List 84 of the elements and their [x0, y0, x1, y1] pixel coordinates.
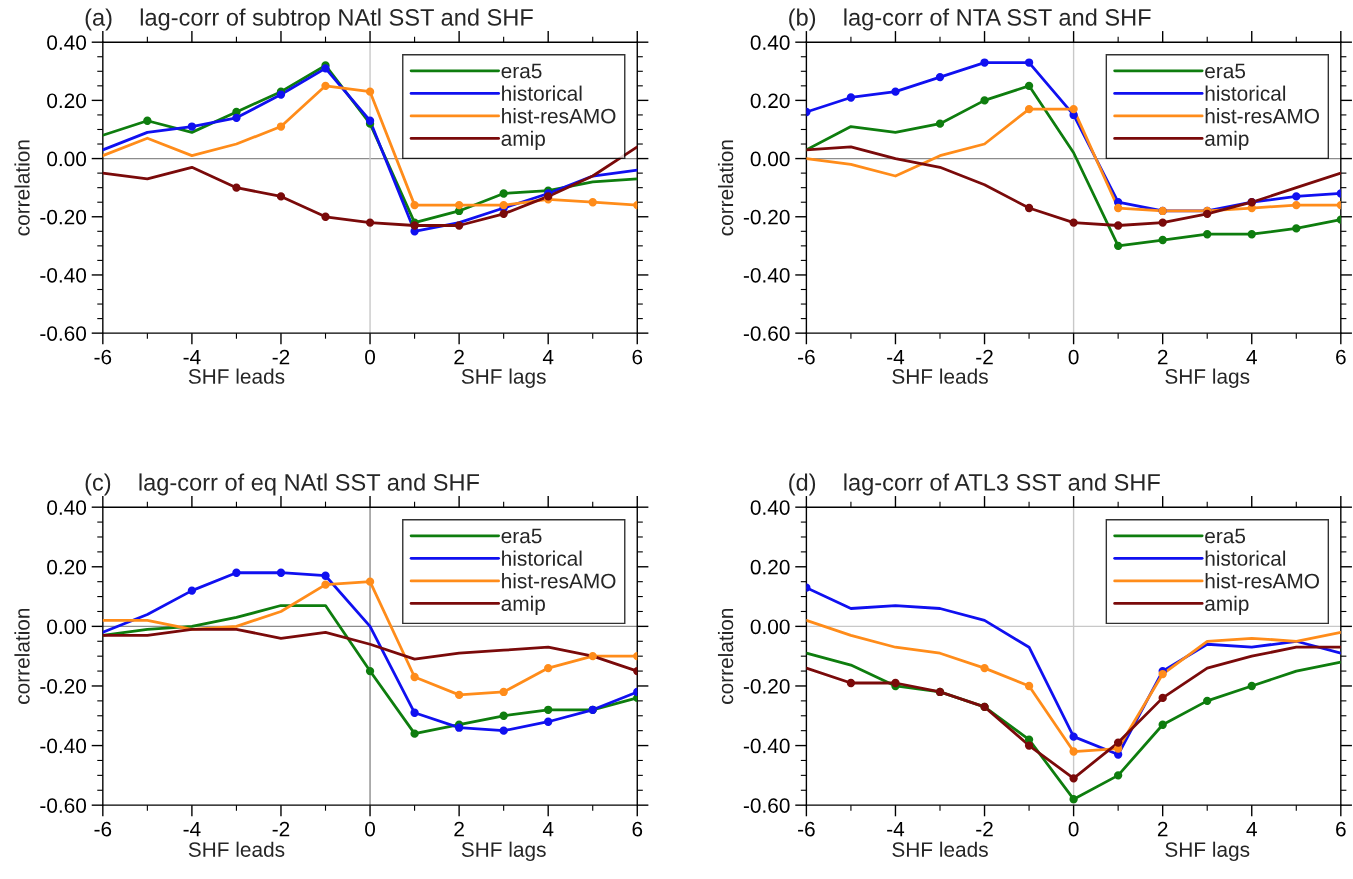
text: SHF leads — [892, 368, 988, 384]
x-tick-label: 4 — [1246, 349, 1257, 365]
x-tick-label: 4 — [1246, 821, 1257, 837]
y-tick-label: -0.60 — [40, 326, 87, 341]
text: SHF leads — [892, 841, 988, 857]
x-tick-label: -4 — [183, 349, 201, 365]
chart-title: (b) lag-corr of NTA SST and SHF — [789, 8, 1151, 31]
y-tick-label: 0.40 — [750, 35, 790, 50]
y-tick-label: 0.00 — [47, 619, 87, 635]
y-tick-label: -0.40 — [40, 267, 87, 283]
legend-label: amip — [501, 595, 545, 616]
y-tick-label: 0.40 — [750, 500, 790, 515]
y-tick-label: -0.40 — [743, 738, 790, 754]
y-tick-label: -0.60 — [743, 798, 790, 813]
x-tick-label: -6 — [798, 821, 815, 837]
x-tick-label: -2 — [272, 821, 290, 837]
x-tick-label: 0 — [365, 349, 376, 365]
legend-label: era5 — [501, 528, 542, 544]
legend-label: amip — [1205, 595, 1249, 616]
y-tick-label: -0.60 — [40, 798, 87, 813]
y-tick-label: 0.20 — [750, 559, 790, 575]
y-tick-label: 0.20 — [750, 93, 790, 109]
legend-label: historical — [1205, 85, 1286, 101]
chart-title: (c) lag-corr of eq NAtl SST and SHF — [85, 473, 480, 496]
y-axis-title: correlation — [14, 608, 30, 704]
x-tick-label: -6 — [94, 349, 112, 365]
x-tick-label: -4 — [183, 821, 201, 837]
x-tick-label: 2 — [1157, 821, 1168, 837]
chart-title: (a) lag-corr of subtrop NAtl SST and SHF — [85, 8, 533, 31]
x-tick-label: -4 — [887, 349, 905, 365]
chart-title: (d) lag-corr of ATL3 SST and SHF — [789, 473, 1160, 496]
y-tick-label: 0.00 — [750, 151, 790, 167]
y-tick-label: 0.00 — [47, 151, 87, 167]
text: SHF lags — [461, 841, 546, 862]
y-tick-label: 0.20 — [47, 93, 87, 109]
legend-label: era5 — [1205, 528, 1246, 544]
y-tick-label: -0.40 — [743, 267, 790, 283]
text: SHF lags — [1165, 841, 1250, 862]
text: SHF lags — [1165, 368, 1250, 388]
text: SHF lags — [461, 368, 546, 388]
x-tick-label: 6 — [632, 349, 643, 365]
legend-label: amip — [501, 130, 545, 151]
x-tick-label: -2 — [272, 349, 290, 365]
x-tick-label: -2 — [976, 821, 993, 837]
x-tick-label: -6 — [94, 821, 112, 837]
y-tick-label: -0.20 — [40, 209, 87, 225]
y-tick-label: -0.20 — [743, 209, 790, 225]
text: SHF leads — [188, 841, 285, 857]
x-tick-label: -2 — [976, 349, 993, 365]
x-tick-label: 6 — [1336, 349, 1346, 365]
legend-label: era5 — [501, 63, 542, 79]
x-tick-label: 0 — [365, 821, 376, 837]
y-tick-label: -0.40 — [40, 738, 87, 754]
legend-label: amip — [1205, 130, 1249, 151]
legend-label: historical — [502, 550, 582, 566]
y-tick-label: 0.20 — [47, 559, 87, 575]
y-axis-title: correlation — [717, 140, 734, 236]
legend-label: era5 — [1205, 63, 1246, 79]
y-tick-label: 0.00 — [750, 619, 790, 635]
x-tick-label: 4 — [542, 349, 554, 365]
legend-label: hist-resAMO — [502, 573, 616, 589]
x-tick-label: 2 — [454, 821, 464, 837]
x-tick-label: 6 — [1336, 821, 1346, 837]
y-tick-label: -0.20 — [40, 678, 87, 694]
y-tick-label: -0.60 — [743, 326, 790, 341]
legend-label: hist-resAMO — [502, 108, 616, 124]
x-tick-label: 0 — [1068, 349, 1079, 365]
legend-label: historical — [1205, 550, 1286, 566]
x-tick-label: 6 — [632, 821, 643, 837]
y-axis-title: correlation — [717, 608, 734, 704]
legend-label: historical — [502, 85, 582, 101]
y-axis-title: correlation — [14, 140, 30, 236]
legend-label: hist-resAMO — [1205, 573, 1319, 589]
y-tick-label: 0.40 — [47, 35, 87, 50]
x-tick-label: -4 — [887, 821, 905, 837]
legend-label: hist-resAMO — [1205, 108, 1319, 124]
text: SHF leads — [188, 368, 285, 384]
x-tick-label: 0 — [1068, 821, 1079, 837]
x-tick-label: 4 — [542, 821, 554, 837]
x-tick-label: 2 — [1157, 349, 1168, 365]
y-tick-label: -0.20 — [743, 678, 790, 694]
x-tick-label: -6 — [798, 349, 815, 365]
x-tick-label: 2 — [454, 349, 464, 365]
y-tick-label: 0.40 — [47, 500, 87, 515]
